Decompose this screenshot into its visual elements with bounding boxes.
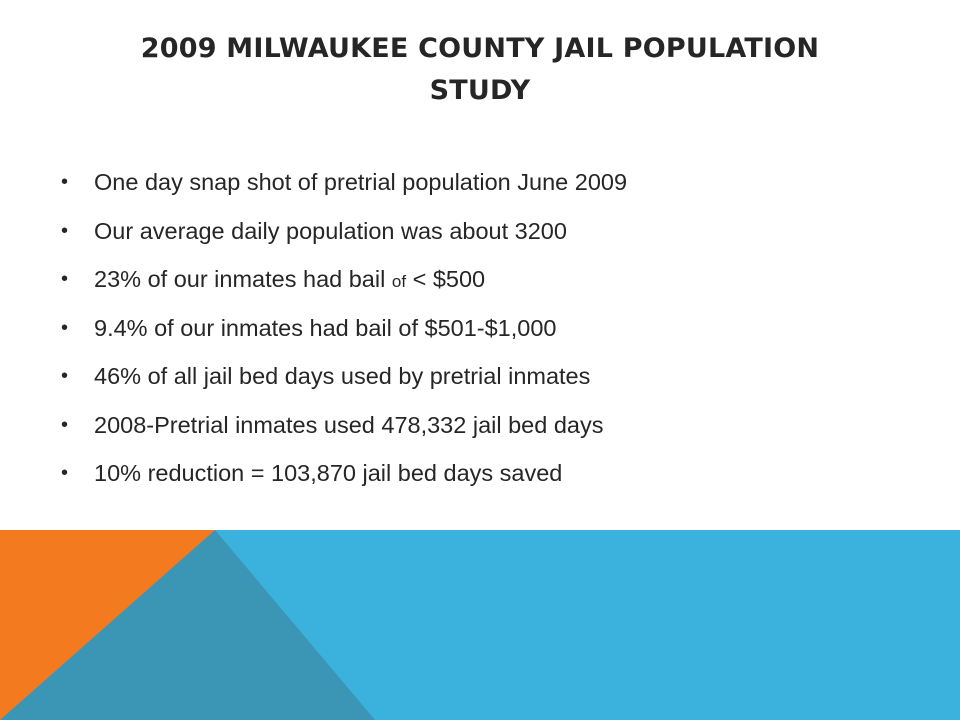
slide-title: 2009 Milwaukee County Jail Population St…	[60, 28, 900, 112]
bullet-text-small: of	[391, 272, 407, 291]
bullet-text: Our average daily population was about 3…	[94, 217, 567, 244]
bullet-dot-icon: •	[61, 219, 69, 242]
bullet-dot-icon: •	[61, 316, 69, 339]
bullet-dot-icon: •	[61, 365, 69, 387]
bullet-item: • One day snap shot of pretrial populati…	[58, 158, 627, 207]
bullet-item: • 46% of all jail bed days used by pretr…	[58, 352, 627, 401]
bullet-dot-icon: •	[61, 171, 69, 193]
footer-teal-triangle	[0, 530, 375, 720]
bullet-list: • One day snap shot of pretrial populati…	[58, 158, 627, 498]
bullet-item: • 9.4% of our inmates had bail of $501-$…	[58, 304, 627, 353]
bullet-item: • Our average daily population was about…	[58, 207, 627, 256]
slide-title-line-1: 2009 Milwaukee County Jail Population	[140, 33, 820, 64]
bullet-dot-icon: •	[61, 268, 69, 290]
bullet-text: One day snap shot of pretrial population…	[94, 169, 628, 195]
bullet-item: • 23% of our inmates had bail of < $500	[58, 255, 627, 304]
slide-title-line-2: Study	[429, 75, 531, 106]
bullet-text-part: 23% of our inmates had bail	[94, 266, 392, 292]
bullet-text: 23% of our inmates had bail of < $500	[94, 266, 485, 292]
footer-decoration	[0, 530, 960, 720]
bullet-text: 9.4% of our inmates had bail of $501-$1,…	[94, 314, 557, 341]
bullet-text-part: < $500	[406, 266, 486, 292]
bullet-text: 2008-Pretrial inmates used 478,332 jail …	[94, 411, 604, 438]
bullet-dot-icon: •	[61, 413, 69, 436]
bullet-item: • 10% reduction = 103,870 jail bed days …	[58, 449, 627, 498]
bullet-text: 46% of all jail bed days used by pretria…	[94, 363, 591, 389]
bullet-item: • 2008-Pretrial inmates used 478,332 jai…	[58, 401, 627, 450]
bullet-dot-icon: •	[61, 462, 69, 484]
bullet-text: 10% reduction = 103,870 jail bed days sa…	[94, 460, 563, 486]
